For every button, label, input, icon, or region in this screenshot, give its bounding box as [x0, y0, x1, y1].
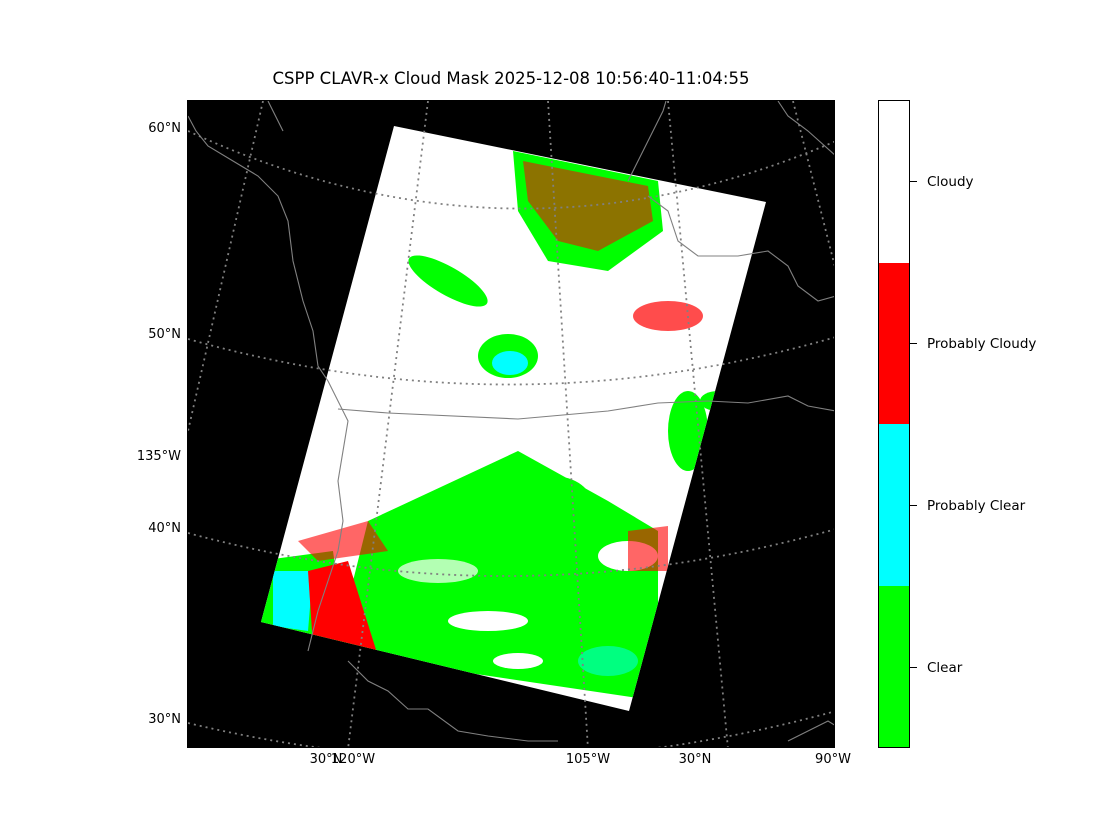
bottom-label-30n: 30°N	[309, 752, 343, 767]
lon-label-90w: 90°W	[815, 752, 851, 767]
lon-label-105w: 105°W	[565, 752, 611, 767]
colorbar-label-probably-cloudy: Probably Cloudy	[927, 336, 1037, 352]
colorbar-tick	[910, 667, 917, 668]
lon-label-135w: 135°W	[136, 449, 181, 464]
lat-label-60n: 60°N	[148, 121, 181, 136]
bottom-label-30n-right: 30°N	[678, 752, 712, 767]
coastlines	[188, 101, 834, 742]
colorbar-probably-cloudy	[879, 262, 909, 424]
colorbar-label-cloudy: Cloudy	[927, 174, 974, 190]
colorbar	[878, 100, 910, 748]
map-panel	[187, 100, 835, 748]
cloud-mask-field	[261, 151, 736, 701]
lat-label-50n: 50°N	[148, 327, 181, 342]
colorbar-tick	[910, 181, 917, 182]
colorbar-probably-clear	[879, 424, 909, 586]
colorbar-label-clear: Clear	[927, 660, 963, 676]
colorbar-clear	[879, 585, 909, 747]
lat-label-40n: 40°N	[148, 521, 181, 536]
colorbar-tick	[910, 505, 917, 506]
lon-label-120w: 120°W	[330, 752, 376, 767]
map-svg	[188, 101, 834, 747]
colorbar-cloudy	[879, 101, 909, 263]
lat-label-30n: 30°N	[148, 712, 181, 727]
map-title: CSPP CLAVR-x Cloud Mask 2025-12-08 10:56…	[272, 69, 750, 88]
colorbar-tick	[910, 343, 917, 344]
graticule	[188, 101, 834, 747]
colorbar-label-probably-clear: Probably Clear	[927, 498, 1026, 514]
